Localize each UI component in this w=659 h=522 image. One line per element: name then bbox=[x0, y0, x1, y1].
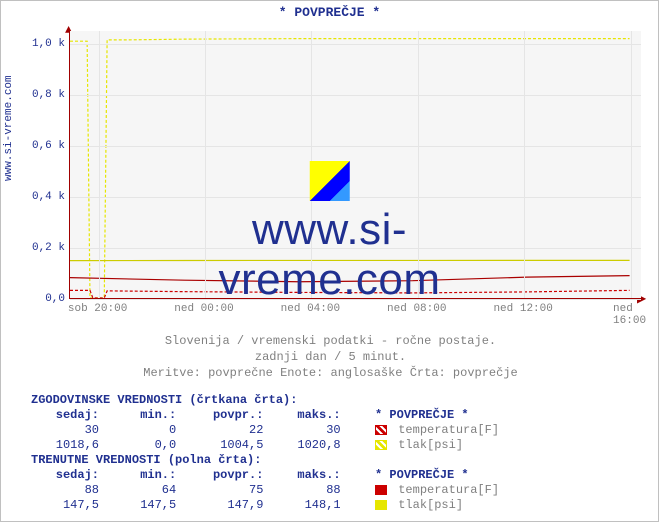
legend-cur-tlak: tlak[psi] bbox=[398, 498, 463, 513]
subtitle-line3: Meritve: povprečne Enote: anglosaške Črt… bbox=[143, 366, 517, 380]
chart-frame: * POVPREČJE * www.si-vreme.com ▲ ▶ 0,00,… bbox=[0, 0, 659, 522]
ytick-label: 0,4 k bbox=[29, 191, 65, 203]
ytick-label: 0,0 bbox=[29, 293, 65, 305]
ytick-label: 1,0 k bbox=[29, 38, 65, 50]
hist-columns: sedaj: min.: povpr.: maks.: * POVPREČJE … bbox=[31, 408, 499, 423]
cur-row-tlak: 147,5 147,5 147,9 148,1 tlak[psi] bbox=[31, 498, 499, 513]
stats-tables: ZGODOVINSKE VREDNOSTI (črtkana črta): se… bbox=[31, 393, 499, 513]
y-side-label: www.si-vreme.com bbox=[3, 75, 15, 181]
swatch-hist-temp-icon bbox=[375, 425, 387, 435]
chart-title: * POVPREČJE * bbox=[1, 1, 658, 20]
col-legend-title: * POVPREČJE * bbox=[375, 408, 469, 423]
watermark: www.si-vreme.com bbox=[165, 161, 494, 305]
hist-row-tlak: 1018,6 0,0 1004,5 1020,8 tlak[psi] bbox=[31, 438, 499, 453]
legend-hist-temp: temperatura[F] bbox=[398, 423, 499, 438]
col-sedaj: sedaj: bbox=[31, 408, 99, 423]
ytick-label: 0,6 k bbox=[29, 140, 65, 152]
swatch-hist-tlak-icon bbox=[375, 440, 387, 450]
logo-icon bbox=[310, 161, 350, 201]
subtitle-line2: zadnji dan / 5 minut. bbox=[255, 350, 406, 364]
swatch-cur-tlak-icon bbox=[375, 500, 387, 510]
xtick-label: ned 12:00 bbox=[493, 303, 552, 315]
cur-header: TRENUTNE VREDNOSTI (polna črta): bbox=[31, 453, 499, 468]
chart-subtitle: Slovenija / vremenski podatki - ročne po… bbox=[1, 333, 659, 382]
legend-cur-temp: temperatura[F] bbox=[398, 483, 499, 498]
swatch-cur-temp-icon bbox=[375, 485, 387, 495]
cur-row-temp: 88 64 75 88 temperatura[F] bbox=[31, 483, 499, 498]
cur-columns: sedaj: min.: povpr.: maks.: * POVPREČJE … bbox=[31, 468, 499, 483]
ytick-label: 0,2 k bbox=[29, 242, 65, 254]
ytick-label: 0,8 k bbox=[29, 89, 65, 101]
col-maks: maks.: bbox=[271, 408, 341, 423]
xtick-label: ned 16:00 bbox=[613, 303, 646, 327]
hist-row-temp: 30 0 22 30 temperatura[F] bbox=[31, 423, 499, 438]
col-povpr: povpr.: bbox=[183, 408, 263, 423]
col-min: min.: bbox=[106, 408, 176, 423]
hist-header: ZGODOVINSKE VREDNOSTI (črtkana črta): bbox=[31, 393, 499, 408]
subtitle-line1: Slovenija / vremenski podatki - ročne po… bbox=[165, 334, 496, 348]
legend-hist-tlak: tlak[psi] bbox=[398, 438, 463, 453]
xtick-label: sob 20:00 bbox=[68, 303, 127, 315]
watermark-text: www.si-vreme.com bbox=[218, 205, 440, 304]
